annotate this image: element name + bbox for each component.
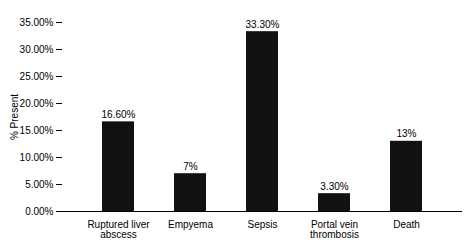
- svg-text:15.00%: 15.00%: [20, 125, 54, 136]
- svg-text:16.60%: 16.60%: [102, 109, 136, 120]
- svg-text:Ruptured liverabscess: Ruptured liverabscess: [87, 219, 150, 240]
- svg-text:10.00%: 10.00%: [20, 152, 54, 163]
- svg-text:5.00%: 5.00%: [25, 179, 53, 190]
- svg-text:33.30%: 33.30%: [246, 19, 280, 30]
- svg-text:3.30%: 3.30%: [320, 181, 348, 192]
- svg-text:Death: Death: [393, 219, 420, 230]
- svg-text:Portal veinthrombosis: Portal veinthrombosis: [310, 219, 359, 240]
- svg-text:35.00%: 35.00%: [20, 17, 54, 28]
- svg-text:0.00%: 0.00%: [25, 206, 53, 217]
- svg-text:13%: 13%: [396, 128, 416, 139]
- svg-text:% Present: % Present: [9, 94, 20, 140]
- svg-text:30.00%: 30.00%: [20, 44, 54, 55]
- svg-text:Empyema: Empyema: [168, 219, 213, 230]
- svg-text:25.00%: 25.00%: [20, 71, 54, 82]
- svg-text:20.00%: 20.00%: [20, 98, 54, 109]
- svg-text:7%: 7%: [183, 161, 198, 172]
- svg-text:Sepsis: Sepsis: [247, 219, 277, 230]
